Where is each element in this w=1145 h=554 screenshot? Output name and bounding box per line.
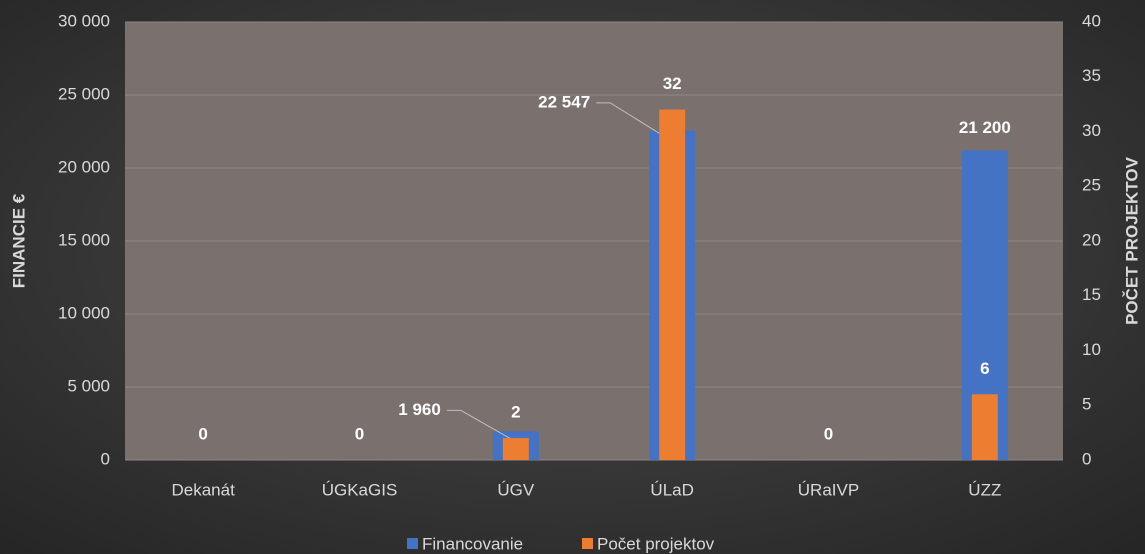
bar bbox=[502, 438, 529, 460]
y-tick-label: 10 000 bbox=[58, 303, 110, 322]
legend-label: Financovanie bbox=[422, 534, 523, 553]
y2-axis-title: POČET PROJEKTOV bbox=[1122, 156, 1141, 324]
y-axis-title: FINANCIE € bbox=[9, 193, 28, 288]
y2-tick-label: 25 bbox=[1082, 176, 1101, 195]
y2-tick-label: 10 bbox=[1082, 340, 1101, 359]
y-tick-label: 15 000 bbox=[58, 230, 110, 249]
y2-tick-label: 20 bbox=[1082, 230, 1101, 249]
x-tick-label: ÚGV bbox=[497, 480, 535, 499]
data-label: 21 200 bbox=[959, 118, 1011, 137]
data-label: 6 bbox=[980, 359, 989, 378]
y2-tick-label: 15 bbox=[1082, 285, 1101, 304]
x-tick-label: ÚGKaGIS bbox=[322, 480, 398, 499]
y-tick-label: 0 bbox=[101, 449, 110, 468]
leader-line bbox=[596, 102, 669, 140]
bar bbox=[971, 394, 998, 460]
legend-label: Počet projektov bbox=[597, 534, 715, 553]
data-label: 0 bbox=[824, 424, 833, 443]
y-tick-label: 30 000 bbox=[58, 11, 110, 30]
data-label: 0 bbox=[355, 424, 364, 443]
x-tick-label: Dekanát bbox=[172, 480, 236, 499]
y2-tick-label: 0 bbox=[1082, 449, 1091, 468]
y2-tick-label: 30 bbox=[1082, 121, 1101, 140]
y-tick-label: 25 000 bbox=[58, 84, 110, 103]
y-tick-label: 5 000 bbox=[67, 376, 110, 395]
data-label: 1 960 bbox=[398, 400, 441, 419]
y-tick-label: 20 000 bbox=[58, 157, 110, 176]
y2-tick-label: 5 bbox=[1082, 395, 1091, 414]
bar bbox=[659, 109, 686, 460]
x-tick-label: ÚRaIVP bbox=[798, 480, 859, 499]
data-label: 2 bbox=[511, 403, 520, 422]
data-label: 32 bbox=[663, 74, 682, 93]
x-tick-label: ÚZZ bbox=[968, 480, 1001, 499]
y2-tick-label: 40 bbox=[1082, 11, 1101, 30]
data-label: 0 bbox=[198, 424, 207, 443]
x-tick-label: ÚLaD bbox=[650, 480, 693, 499]
data-label: 22 547 bbox=[538, 92, 590, 111]
legend-swatch bbox=[582, 538, 593, 549]
y2-tick-label: 35 bbox=[1082, 66, 1101, 85]
leader-line bbox=[446, 409, 513, 440]
legend-swatch bbox=[407, 538, 418, 549]
